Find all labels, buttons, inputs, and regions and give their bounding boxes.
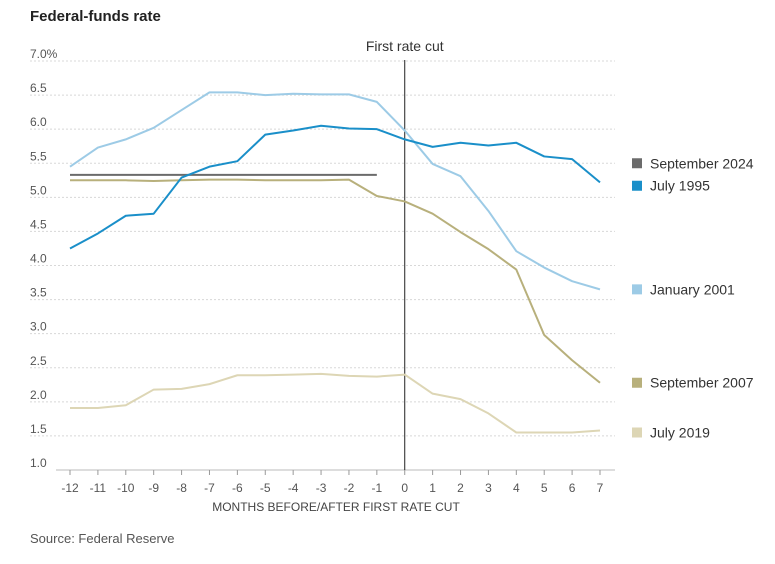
x-tick-label: 0: [401, 481, 408, 495]
x-tick-label: -12: [61, 481, 79, 495]
series-line-july-2019: [70, 372, 601, 434]
chart-title: Federal-funds rate: [30, 8, 161, 25]
x-tick-label: -10: [117, 481, 135, 495]
legend-swatch: [632, 427, 642, 438]
x-tick-label: -8: [176, 481, 187, 495]
x-tick-label: -7: [204, 481, 215, 495]
y-tick-label: 4.0: [30, 252, 47, 266]
x-tick-label: -9: [148, 481, 159, 495]
series-line-september-2007: [70, 178, 601, 384]
x-tick-label: -6: [232, 481, 243, 495]
legend-label: July 2019: [650, 425, 710, 441]
legend-swatch: [632, 377, 642, 388]
y-tick-label: 4.5: [30, 217, 47, 231]
x-tick-label: 1: [429, 481, 436, 495]
x-tick-label: -3: [316, 481, 327, 495]
legend-swatch: [632, 158, 642, 169]
legend-swatch: [632, 180, 642, 191]
series-lines: [69, 91, 601, 434]
source-note: Source: Federal Reserve: [30, 531, 175, 546]
y-tick-label: 5.5: [30, 149, 47, 163]
x-tick-label: -4: [288, 481, 299, 495]
legend-swatch: [632, 284, 642, 295]
series-line-july-1995: [69, 124, 601, 250]
x-tick-label: -1: [372, 481, 383, 495]
grid-lines: [30, 60, 615, 437]
y-tick-label: 3.5: [30, 286, 47, 300]
legend-label: January 2001: [650, 281, 735, 297]
legend-label: September 2024: [650, 155, 754, 171]
y-tick-label: 3.0: [30, 320, 47, 334]
x-tick-label: 7: [597, 481, 604, 495]
series-line-january-2001: [69, 91, 601, 291]
y-tick-label: 6.0: [30, 115, 47, 129]
y-tick-label: 1.5: [30, 422, 47, 436]
x-tick-label: 3: [485, 481, 492, 495]
x-tick-label: 6: [569, 481, 576, 495]
x-axis-label: MONTHS BEFORE/AFTER FIRST RATE CUT: [212, 500, 460, 514]
legend-label: July 1995: [650, 178, 710, 194]
first-rate-cut-label: First rate cut: [366, 38, 444, 54]
y-tick-label: 2.0: [30, 388, 47, 402]
x-tick-label: 5: [541, 481, 548, 495]
y-tick-label: 1.0: [30, 456, 47, 470]
x-tick-label: -2: [344, 481, 355, 495]
y-tick-label: 5.0: [30, 183, 47, 197]
y-axis-ticks: 7.0% 6.5 6.0 5.5 5.0 4.5 4.0 3.5 3.0 2.5 2.0 1.5 1.0: [30, 47, 58, 470]
x-tick-label: -5: [260, 481, 271, 495]
legend-label: September 2007: [650, 375, 754, 391]
y-tick-label: 7.0%: [30, 47, 58, 61]
x-tick-label: 4: [513, 481, 520, 495]
x-tick-label: 2: [457, 481, 464, 495]
legend: September 2024 July 1995 January 2001 Septe…: [632, 155, 754, 441]
y-tick-label: 6.5: [30, 81, 47, 95]
x-tick-label: -11: [90, 481, 107, 495]
x-axis-ticks: -12 -11 -10 -9 -8 -7 -6 -5 -4 -3 -2 -1 0 1 2 3 4 5 6 7: [56, 469, 615, 495]
y-tick-label: 2.5: [30, 354, 47, 368]
